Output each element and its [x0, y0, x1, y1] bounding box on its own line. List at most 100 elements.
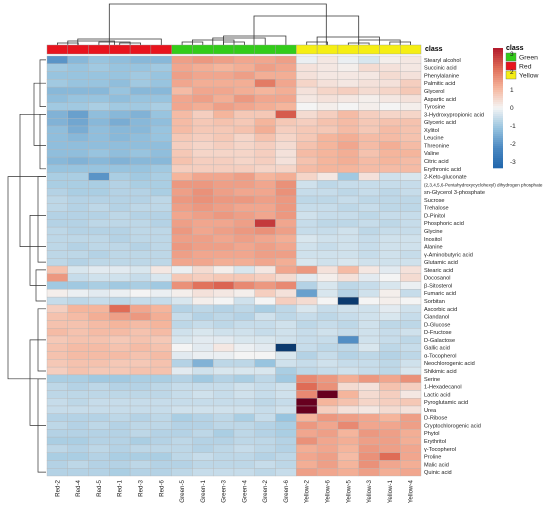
column-label: Red-6 — [158, 479, 165, 496]
column-label: Green-5 — [179, 479, 186, 502]
heatmap-cell — [88, 421, 110, 430]
heatmap-cell — [129, 234, 152, 243]
heatmap-cell — [109, 444, 131, 453]
color-scale-segment — [493, 96, 503, 99]
heatmap-cell — [296, 460, 318, 469]
dendrogram-branch — [77, 38, 162, 45]
heatmap-cell — [337, 172, 359, 181]
heatmap-cell — [296, 63, 318, 72]
heatmap-cell — [150, 195, 172, 204]
annotation-cell — [254, 44, 276, 55]
heatmap-cell — [358, 304, 380, 313]
heatmap-cell — [150, 118, 172, 127]
heatmap-cell — [233, 250, 255, 259]
heatmap-cell — [150, 79, 172, 88]
heatmap-cell — [129, 110, 152, 119]
heatmap-cell — [129, 421, 152, 430]
color-scale-segment — [493, 154, 503, 157]
heatmap-cell — [254, 382, 276, 391]
heatmap-cell — [275, 219, 297, 228]
heatmap-cell — [337, 335, 359, 344]
heatmap-cell — [337, 398, 359, 407]
heatmap-cell — [254, 281, 276, 290]
row-label: Gallic acid — [424, 346, 450, 352]
heatmap-cell — [358, 234, 380, 243]
column-label: Yellow-4 — [408, 479, 415, 503]
heatmap-cell — [254, 390, 276, 399]
heatmap-cell — [213, 226, 235, 236]
column-label: Red-4 — [75, 479, 82, 496]
heatmap-cell — [233, 258, 255, 267]
heatmap-cell — [46, 312, 68, 321]
heatmap-cell — [67, 382, 89, 391]
heatmap-cell — [358, 226, 380, 236]
heatmap-cell — [379, 351, 401, 360]
heatmap-cell — [46, 258, 68, 267]
heatmap-cell — [233, 55, 255, 64]
heatmap-cell — [46, 219, 68, 228]
heatmap-cell — [171, 468, 193, 477]
heatmap-cell — [150, 188, 172, 197]
heatmap-cell — [192, 390, 214, 399]
heatmap-cell — [213, 421, 235, 430]
heatmap-cell — [46, 429, 68, 438]
heatmap-cell — [379, 102, 401, 111]
heatmap-cell — [88, 398, 110, 407]
heatmap-cell — [296, 351, 318, 360]
heatmap-cell — [233, 273, 255, 282]
heatmap-cell — [358, 405, 380, 414]
heatmap-cell — [171, 110, 193, 119]
heatmap-cell — [109, 94, 131, 103]
heatmap-cell — [192, 429, 214, 438]
heatmap-cell — [358, 335, 380, 344]
heatmap-cell — [129, 71, 152, 80]
heatmap-cell — [358, 195, 380, 204]
heatmap-cell — [46, 86, 68, 96]
row-label: Erythritol — [424, 439, 446, 445]
heatmap-cell — [192, 63, 214, 72]
heatmap-cell — [192, 359, 214, 368]
heatmap-cell — [213, 296, 235, 306]
heatmap-cell — [88, 343, 110, 352]
heatmap-cell — [275, 141, 297, 150]
heatmap-cell — [171, 304, 193, 313]
heatmap-cell — [358, 429, 380, 438]
column-label: Red-1 — [117, 479, 124, 496]
heatmap-cell — [109, 320, 131, 329]
heatmap-cell — [213, 102, 235, 111]
row-label: D-Fructose — [424, 330, 452, 336]
heatmap-cell — [400, 366, 422, 376]
heatmap-cell — [88, 359, 110, 368]
heatmap-cell — [296, 195, 318, 204]
heatmap-cell — [192, 351, 214, 360]
heatmap-cell — [379, 296, 401, 306]
heatmap-cell — [337, 460, 359, 469]
color-scale-segment — [493, 128, 503, 131]
heatmap-cell — [233, 343, 255, 352]
row-label: Stearic acid — [424, 268, 453, 274]
heatmap-cell — [192, 203, 214, 212]
heatmap-cell — [316, 351, 339, 360]
heatmap-cell — [233, 86, 255, 96]
heatmap-cell — [400, 304, 422, 313]
heatmap-cell — [150, 164, 172, 173]
heatmap-cell — [67, 250, 89, 259]
heatmap-cell — [254, 55, 276, 64]
color-scale-segment — [493, 124, 503, 127]
color-scale-segment — [493, 106, 503, 109]
heatmap-cell — [109, 359, 131, 368]
heatmap-cell — [192, 296, 214, 306]
heatmap-cell — [150, 265, 172, 274]
heatmap-cell — [46, 102, 68, 111]
heatmap-cell — [213, 242, 235, 251]
heatmap-cell — [400, 79, 422, 88]
heatmap-cell — [46, 234, 68, 243]
heatmap-cell — [213, 258, 235, 267]
annotation-cell — [192, 44, 214, 55]
heatmap-cell — [296, 219, 318, 228]
heatmap-cell — [254, 219, 276, 228]
heatmap-cell — [109, 180, 131, 189]
heatmap-cell — [150, 141, 172, 150]
heatmap-cell — [337, 63, 359, 72]
heatmap-cell — [129, 281, 152, 290]
